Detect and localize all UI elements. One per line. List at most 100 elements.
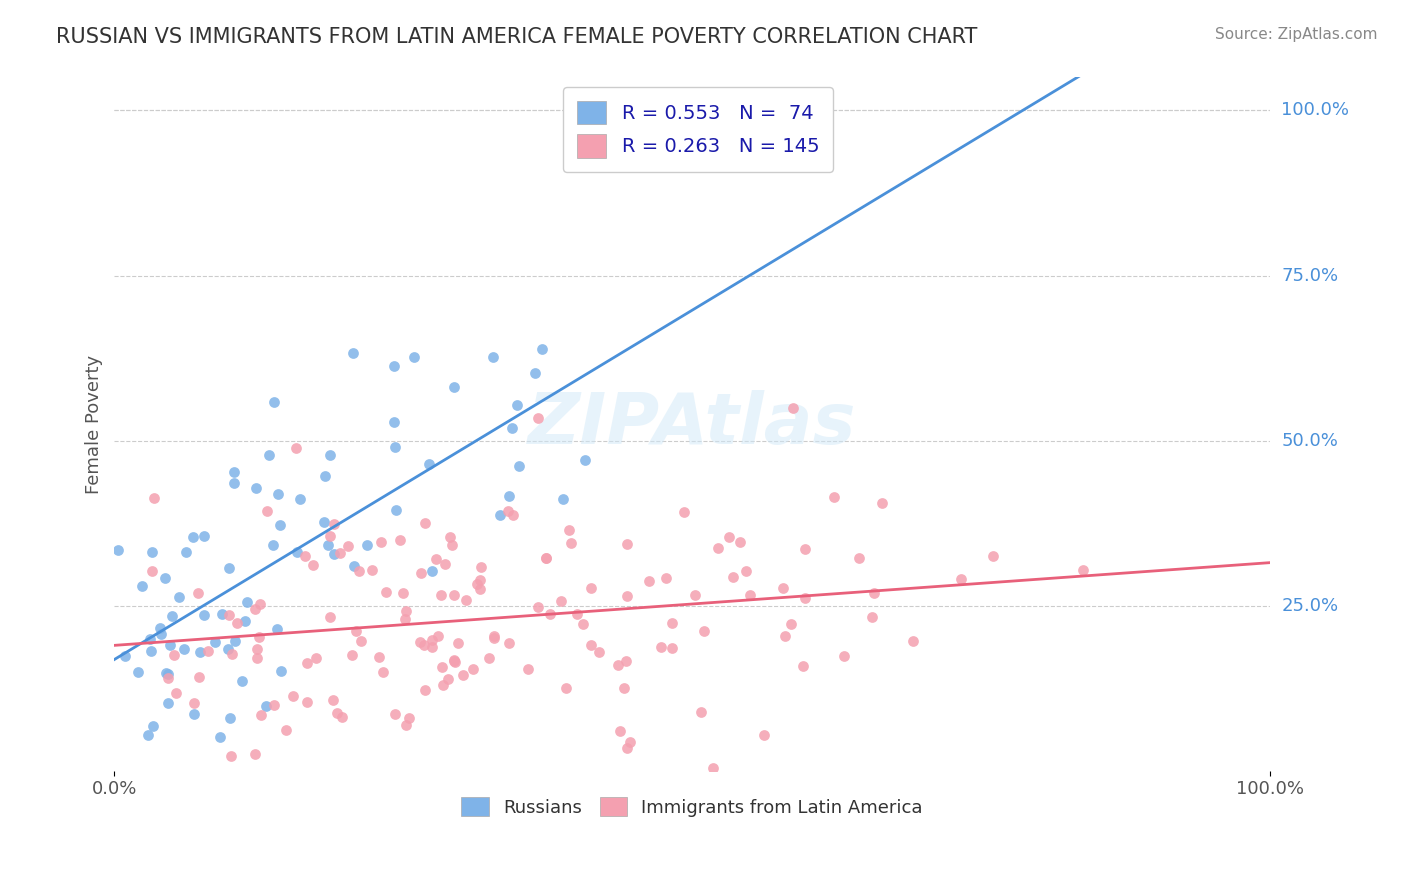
Point [356,538,378,552]
Point [249,597,271,611]
Point [165,686,187,700]
Point [325,706,347,721]
Point [792,659,814,673]
Point [141,545,163,559]
Point [413,682,436,697]
Point [183,707,205,722]
Point [427,629,450,643]
Point [176,545,198,559]
Point [1071,563,1094,577]
Point [422,564,444,578]
Point [385,503,408,517]
Point [218,561,240,575]
Point [775,629,797,643]
Point [139,644,162,658]
Text: 100.0%: 100.0% [1281,102,1350,120]
Point [550,594,572,608]
Point [149,621,172,635]
Point [526,411,548,425]
Point [794,542,817,557]
Point [901,634,924,648]
Point [360,563,382,577]
Point [142,491,165,506]
Point [236,594,259,608]
Point [322,693,344,707]
Text: ZIPAtlas: ZIPAtlas [527,390,856,458]
Point [444,655,467,669]
Point [142,719,165,733]
Point [225,616,247,631]
Point [440,538,463,552]
Point [409,566,432,581]
Point [707,541,730,555]
Text: 25.0%: 25.0% [1281,597,1339,615]
Text: 75.0%: 75.0% [1281,267,1339,285]
Point [283,690,305,704]
Point [502,508,524,523]
Point [107,542,129,557]
Point [139,632,162,647]
Point [127,665,149,680]
Point [609,724,631,739]
Point [557,523,579,537]
Point [246,641,269,656]
Point [263,395,285,409]
Point [870,496,893,510]
Point [254,699,277,714]
Point [616,589,638,603]
Point [392,586,415,600]
Point [384,706,406,721]
Point [395,604,418,618]
Point [217,642,239,657]
Point [197,644,219,658]
Point [470,573,492,587]
Point [384,441,406,455]
Point [619,735,641,749]
Point [342,346,364,360]
Point [432,660,454,674]
Point [245,747,267,761]
Point [319,609,342,624]
Point [613,681,636,696]
Point [498,635,520,649]
Point [371,665,394,679]
Point [246,651,269,665]
Point [794,591,817,605]
Point [162,609,184,624]
Point [530,342,553,356]
Point [245,481,267,495]
Point [832,648,855,663]
Y-axis label: Female Poverty: Female Poverty [86,354,103,493]
Point [650,640,672,654]
Point [347,564,370,578]
Point [779,616,801,631]
Point [434,557,457,571]
Point [221,647,243,661]
Point [188,670,211,684]
Point [319,448,342,462]
Point [508,458,530,473]
Point [295,656,318,670]
Point [209,731,232,745]
Point [329,546,352,560]
Point [451,668,474,682]
Point [574,453,596,467]
Point [156,696,179,710]
Point [443,588,465,602]
Point [305,650,328,665]
Point [579,638,602,652]
Text: RUSSIAN VS IMMIGRANTS FROM LATIN AMERICA FEMALE POVERTY CORRELATION CHART: RUSSIAN VS IMMIGRANTS FROM LATIN AMERICA… [56,27,977,46]
Point [551,492,574,507]
Point [782,401,804,415]
Point [218,607,240,622]
Point [432,678,454,692]
Point [350,634,373,648]
Point [572,617,595,632]
Point [443,654,465,668]
Point [860,610,883,624]
Point [685,587,707,601]
Point [250,707,273,722]
Point [193,529,215,543]
Point [616,741,638,756]
Point [114,648,136,663]
